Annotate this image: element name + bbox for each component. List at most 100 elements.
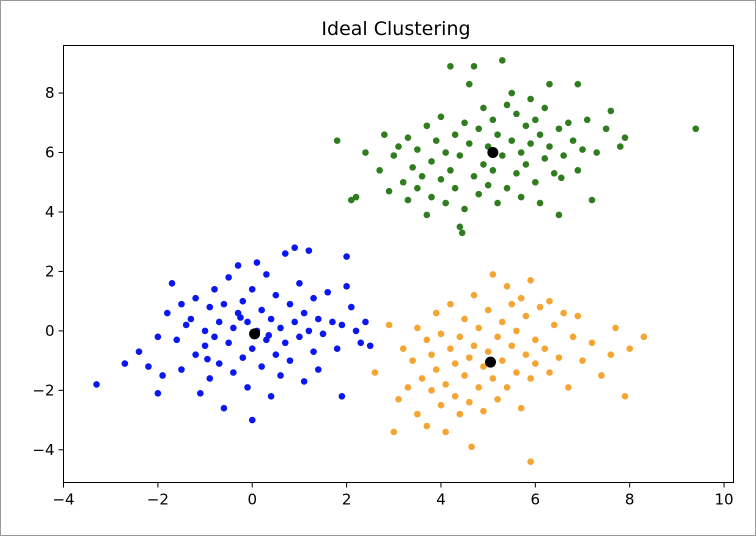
data-point bbox=[234, 262, 242, 269]
data-point bbox=[121, 360, 129, 367]
data-point bbox=[470, 173, 478, 180]
data-point bbox=[532, 336, 539, 344]
data-point bbox=[465, 398, 473, 406]
x-tick-label: −2 bbox=[147, 491, 169, 509]
data-point bbox=[461, 315, 468, 323]
x-tick-label: 10 bbox=[715, 491, 734, 509]
data-point bbox=[557, 174, 565, 182]
data-point bbox=[489, 116, 497, 124]
x-tick-label: −4 bbox=[52, 491, 74, 509]
data-point bbox=[607, 107, 615, 115]
data-point bbox=[192, 351, 199, 358]
data-point bbox=[432, 366, 440, 373]
data-point bbox=[253, 259, 261, 266]
data-point bbox=[536, 131, 544, 138]
data-point bbox=[513, 170, 520, 177]
data-point bbox=[494, 395, 501, 403]
data-point bbox=[159, 372, 166, 379]
data-point bbox=[475, 384, 483, 391]
data-point bbox=[329, 318, 336, 326]
centroid-point bbox=[249, 328, 261, 340]
data-point bbox=[211, 333, 218, 341]
data-point bbox=[522, 351, 530, 358]
data-point bbox=[206, 303, 214, 311]
data-point bbox=[385, 321, 393, 329]
data-point bbox=[499, 357, 506, 364]
data-point bbox=[286, 357, 294, 364]
data-point bbox=[338, 392, 346, 400]
data-point bbox=[484, 306, 492, 314]
data-point bbox=[583, 116, 591, 124]
data-point bbox=[230, 369, 237, 376]
data-point bbox=[414, 410, 421, 418]
data-point bbox=[499, 57, 506, 64]
data-point bbox=[541, 104, 549, 112]
data-point bbox=[399, 178, 407, 186]
data-point bbox=[409, 164, 416, 171]
data-point bbox=[465, 354, 473, 361]
data-point bbox=[494, 131, 501, 138]
data-point bbox=[93, 381, 100, 388]
data-point bbox=[371, 369, 379, 376]
data-point bbox=[324, 288, 332, 296]
data-point bbox=[201, 342, 209, 350]
data-point bbox=[447, 300, 454, 308]
data-point bbox=[475, 125, 483, 133]
data-point bbox=[550, 321, 558, 329]
data-point bbox=[314, 366, 322, 373]
data-point bbox=[225, 274, 232, 281]
data-point bbox=[187, 315, 195, 323]
data-point bbox=[272, 351, 280, 358]
data-point bbox=[640, 333, 648, 341]
data-point bbox=[442, 149, 449, 156]
data-point bbox=[145, 363, 152, 370]
data-point bbox=[437, 175, 445, 183]
data-point bbox=[546, 143, 553, 150]
data-point bbox=[215, 318, 223, 326]
data-point bbox=[532, 360, 539, 367]
data-point bbox=[555, 125, 563, 133]
data-point bbox=[499, 152, 506, 159]
data-point bbox=[277, 372, 284, 379]
data-point bbox=[319, 330, 327, 338]
data-point bbox=[470, 63, 478, 70]
data-point bbox=[569, 333, 577, 341]
data-point bbox=[333, 345, 341, 353]
data-points bbox=[93, 57, 700, 465]
data-point bbox=[414, 184, 421, 192]
data-point bbox=[442, 381, 449, 388]
plot-area bbox=[63, 45, 734, 483]
data-point bbox=[527, 375, 534, 382]
y-tick-label: 8 bbox=[45, 84, 55, 102]
data-point bbox=[244, 318, 251, 326]
data-point bbox=[305, 327, 313, 335]
data-point bbox=[451, 131, 459, 138]
data-point bbox=[314, 315, 322, 323]
data-point bbox=[437, 401, 445, 409]
data-point bbox=[574, 80, 582, 88]
data-point bbox=[362, 318, 369, 326]
data-point bbox=[484, 348, 492, 355]
data-point bbox=[237, 314, 244, 321]
data-point bbox=[458, 229, 466, 237]
data-point bbox=[277, 324, 284, 332]
data-point bbox=[616, 143, 624, 150]
data-point bbox=[555, 211, 563, 219]
y-tick-label: −4 bbox=[32, 441, 54, 459]
data-point bbox=[508, 89, 516, 97]
data-point bbox=[423, 122, 431, 130]
data-point bbox=[532, 116, 539, 124]
data-point bbox=[593, 149, 600, 156]
data-point bbox=[310, 294, 317, 302]
data-point bbox=[465, 80, 473, 88]
data-point bbox=[418, 173, 426, 180]
data-point bbox=[541, 155, 549, 162]
data-point bbox=[423, 336, 431, 344]
data-point bbox=[527, 277, 534, 284]
data-point bbox=[376, 167, 383, 174]
data-point bbox=[333, 137, 341, 144]
data-point bbox=[281, 250, 289, 257]
data-point bbox=[310, 348, 317, 355]
data-point bbox=[461, 119, 468, 127]
data-point bbox=[456, 152, 464, 159]
